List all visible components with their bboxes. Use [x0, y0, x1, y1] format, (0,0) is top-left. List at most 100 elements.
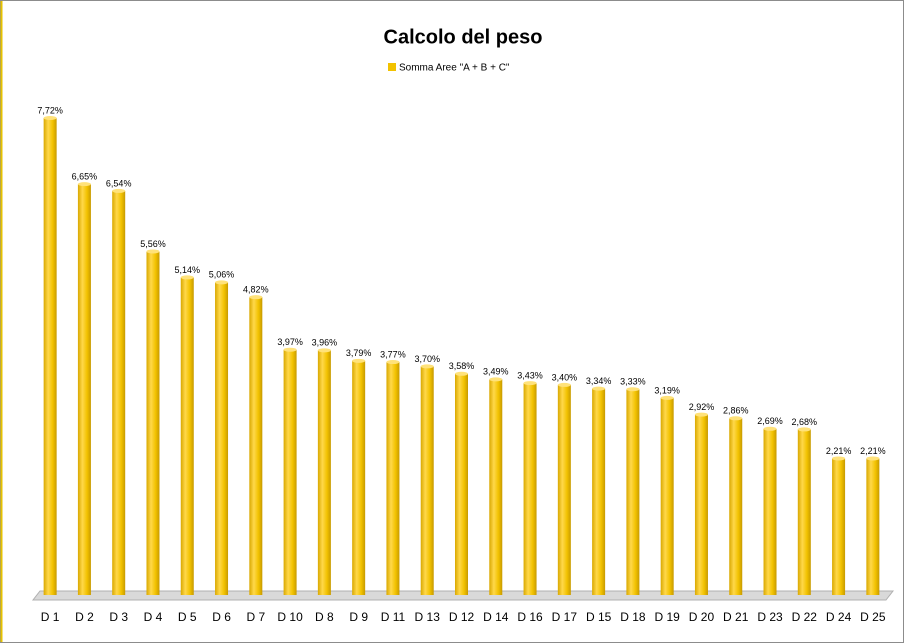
bar-top [455, 371, 468, 376]
legend-label: Somma Aree "A + B + C" [399, 63, 510, 74]
bar-top [283, 347, 297, 352]
bar [455, 373, 468, 595]
bar [557, 384, 571, 595]
value-label: 3,43% [517, 370, 543, 380]
bar [832, 458, 846, 595]
x-tick-label: D 19 [655, 610, 681, 624]
x-tick-label: D 9 [349, 610, 368, 624]
bar [215, 282, 229, 595]
value-label: 3,77% [380, 349, 406, 359]
x-tick-label: D 10 [277, 610, 303, 624]
bar-top [660, 395, 674, 400]
value-label: 6,65% [72, 171, 98, 181]
x-tick-label: D 2 [75, 610, 94, 624]
bar-top [146, 249, 160, 254]
x-tick-label: D 15 [586, 610, 612, 624]
bar [626, 389, 640, 595]
bar [283, 349, 297, 595]
x-tick-label: D 23 [757, 610, 783, 624]
x-tick-label: D 1 [41, 610, 60, 624]
bar-top [249, 295, 263, 300]
value-label: 2,21% [826, 446, 852, 456]
x-tick-label: D 20 [689, 610, 715, 624]
bar-top [592, 386, 606, 391]
x-tick-label: D 14 [483, 610, 509, 624]
x-tick-label: D 18 [620, 610, 646, 624]
value-label: 5,06% [209, 270, 235, 280]
x-tick-label: D 13 [415, 610, 441, 624]
value-label: 2,68% [792, 417, 818, 427]
bar [352, 360, 366, 595]
x-tick-label: D 25 [860, 610, 886, 624]
x-tick-label: D 24 [826, 610, 852, 624]
bar-top [43, 116, 57, 120]
x-tick-label: D 11 [381, 610, 406, 624]
value-label: 2,92% [689, 402, 715, 412]
value-label: 3,79% [346, 348, 372, 358]
x-tick-label: D 5 [178, 610, 197, 624]
bar-top [77, 182, 91, 187]
bar [866, 458, 880, 595]
bar-top [180, 275, 194, 280]
x-tick-label: D 16 [517, 610, 543, 624]
bar [112, 190, 126, 595]
bar-top [797, 427, 811, 432]
bar [489, 379, 503, 595]
bar [77, 184, 91, 595]
floor [31, 590, 895, 601]
bar [797, 429, 811, 595]
bar-top [420, 364, 434, 369]
bar [660, 397, 674, 595]
value-label: 6,54% [106, 178, 132, 188]
value-label: 3,19% [654, 385, 680, 395]
value-label: 2,86% [723, 406, 749, 416]
value-label: 3,96% [312, 338, 338, 348]
value-label: 3,58% [449, 361, 475, 371]
bar [43, 118, 57, 595]
x-tick-label: D 7 [246, 610, 265, 624]
bar-top [832, 456, 846, 461]
x-tick-label: D 21 [723, 610, 749, 624]
bar-top [763, 426, 777, 431]
value-label: 2,69% [757, 416, 783, 426]
bar-top [112, 188, 126, 193]
value-label: 3,97% [277, 337, 303, 347]
chart-title: Calcolo del peso [384, 26, 543, 48]
legend-swatch [388, 63, 396, 71]
value-label: 3,49% [483, 367, 509, 377]
bar [523, 383, 537, 595]
bar-top [729, 416, 743, 421]
bar-top [317, 348, 331, 353]
value-label: 3,34% [586, 376, 612, 386]
bar [729, 418, 743, 595]
x-tick-label: D 12 [449, 610, 475, 624]
bar [146, 251, 160, 596]
value-label: 3,33% [620, 377, 646, 387]
value-label: 2,21% [860, 446, 886, 456]
value-label: 3,70% [414, 354, 440, 364]
bar [180, 277, 194, 595]
bar-top [626, 387, 640, 392]
bar-top [866, 456, 880, 461]
value-label: 3,40% [552, 372, 578, 382]
bar-top [352, 358, 366, 363]
bar [420, 366, 434, 595]
bar-top [694, 412, 708, 417]
x-tick-label: D 17 [552, 610, 578, 624]
bar [249, 297, 263, 595]
bar [592, 388, 606, 595]
value-label: 4,82% [243, 285, 269, 295]
value-label: 5,14% [174, 265, 200, 275]
bar [763, 428, 777, 595]
x-tick-label: D 3 [109, 610, 128, 624]
x-tick-label: D 4 [144, 610, 163, 624]
x-tick-label: D 22 [792, 610, 818, 624]
bar [694, 414, 708, 595]
x-tick-label: D 6 [212, 610, 231, 624]
bar [317, 350, 331, 595]
value-label: 7,72% [37, 105, 63, 115]
bar-top [215, 280, 229, 285]
bar-top [386, 360, 400, 365]
x-tick-label: D 8 [315, 610, 334, 624]
